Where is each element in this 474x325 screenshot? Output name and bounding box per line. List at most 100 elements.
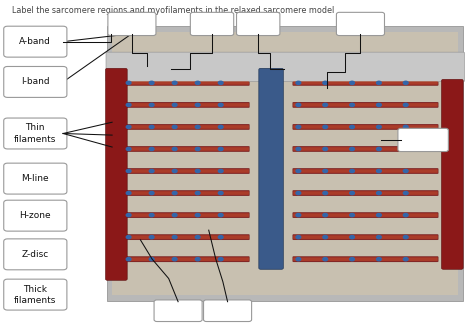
Circle shape (350, 236, 355, 239)
Circle shape (350, 258, 355, 261)
FancyBboxPatch shape (123, 213, 249, 217)
Circle shape (350, 81, 355, 84)
Circle shape (323, 258, 328, 261)
Text: Z-disc: Z-disc (22, 250, 49, 259)
Text: I-band: I-band (21, 77, 50, 86)
Circle shape (296, 125, 301, 129)
Circle shape (350, 214, 355, 217)
Circle shape (376, 81, 381, 84)
FancyBboxPatch shape (293, 124, 438, 130)
Circle shape (350, 125, 355, 129)
FancyBboxPatch shape (123, 234, 249, 240)
Circle shape (323, 191, 328, 195)
Circle shape (403, 125, 408, 129)
FancyBboxPatch shape (293, 256, 438, 262)
Circle shape (173, 147, 177, 150)
Circle shape (173, 191, 177, 195)
Circle shape (126, 147, 131, 150)
Circle shape (376, 214, 381, 217)
Circle shape (195, 81, 200, 84)
FancyBboxPatch shape (293, 146, 438, 152)
FancyBboxPatch shape (441, 79, 463, 269)
Circle shape (149, 214, 154, 217)
Text: A-band: A-band (19, 37, 51, 46)
Circle shape (219, 81, 223, 84)
FancyBboxPatch shape (293, 212, 438, 218)
FancyBboxPatch shape (293, 103, 438, 107)
Circle shape (149, 81, 154, 84)
FancyBboxPatch shape (4, 67, 67, 98)
FancyBboxPatch shape (108, 26, 463, 301)
Circle shape (376, 147, 381, 150)
Circle shape (219, 169, 223, 173)
Circle shape (173, 81, 177, 84)
Circle shape (323, 81, 328, 84)
FancyBboxPatch shape (123, 147, 249, 151)
Circle shape (350, 147, 355, 150)
FancyBboxPatch shape (293, 80, 438, 85)
Text: Label the sarcomere regions and myofilaments in the relaxed sarcomere model: Label the sarcomere regions and myofilam… (12, 6, 334, 15)
Circle shape (173, 214, 177, 217)
Circle shape (296, 81, 301, 84)
FancyBboxPatch shape (293, 147, 438, 151)
Circle shape (219, 191, 223, 195)
Circle shape (219, 147, 223, 150)
FancyBboxPatch shape (4, 239, 67, 270)
Circle shape (219, 258, 223, 261)
Circle shape (126, 258, 131, 261)
Circle shape (323, 147, 328, 150)
Circle shape (149, 103, 154, 107)
FancyBboxPatch shape (123, 212, 249, 218)
Circle shape (126, 236, 131, 239)
Circle shape (376, 258, 381, 261)
Circle shape (376, 236, 381, 239)
Circle shape (403, 81, 408, 84)
Circle shape (219, 236, 223, 239)
Circle shape (219, 214, 223, 217)
FancyBboxPatch shape (106, 68, 127, 280)
Circle shape (323, 214, 328, 217)
Circle shape (376, 169, 381, 173)
Circle shape (149, 169, 154, 173)
Circle shape (296, 103, 301, 107)
Circle shape (296, 147, 301, 150)
Circle shape (173, 258, 177, 261)
Circle shape (350, 191, 355, 195)
Circle shape (296, 236, 301, 239)
Circle shape (323, 125, 328, 129)
FancyBboxPatch shape (112, 32, 458, 294)
FancyBboxPatch shape (123, 191, 249, 195)
Circle shape (403, 214, 408, 217)
Circle shape (149, 236, 154, 239)
Circle shape (296, 169, 301, 173)
FancyBboxPatch shape (293, 190, 438, 196)
Circle shape (376, 125, 381, 129)
FancyBboxPatch shape (293, 169, 438, 173)
FancyBboxPatch shape (293, 191, 438, 195)
FancyBboxPatch shape (123, 102, 249, 108)
Circle shape (403, 258, 408, 261)
FancyBboxPatch shape (337, 12, 384, 35)
FancyBboxPatch shape (108, 12, 156, 35)
Circle shape (195, 125, 200, 129)
FancyBboxPatch shape (4, 279, 67, 310)
FancyBboxPatch shape (293, 257, 438, 261)
Circle shape (173, 236, 177, 239)
FancyBboxPatch shape (123, 103, 249, 107)
FancyBboxPatch shape (203, 300, 252, 321)
Circle shape (296, 214, 301, 217)
Circle shape (173, 103, 177, 107)
Circle shape (296, 258, 301, 261)
FancyBboxPatch shape (293, 168, 438, 174)
FancyBboxPatch shape (123, 168, 249, 174)
Circle shape (149, 125, 154, 129)
Circle shape (403, 147, 408, 150)
Circle shape (126, 125, 131, 129)
Text: M-line: M-line (21, 174, 49, 183)
FancyBboxPatch shape (293, 234, 438, 240)
FancyBboxPatch shape (123, 146, 249, 152)
Text: H-zone: H-zone (19, 211, 51, 220)
FancyBboxPatch shape (191, 12, 234, 35)
Circle shape (126, 214, 131, 217)
FancyBboxPatch shape (123, 124, 249, 130)
